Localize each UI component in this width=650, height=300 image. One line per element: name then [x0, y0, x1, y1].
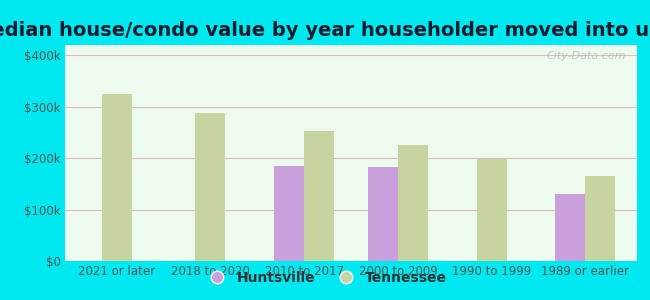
- Bar: [586, 176, 616, 261]
- Bar: [476, 159, 506, 261]
- Bar: [368, 167, 398, 261]
- Legend: Huntsville, Tennessee: Huntsville, Tennessee: [198, 265, 452, 290]
- Bar: [101, 94, 131, 261]
- Text: City-Data.com: City-Data.com: [546, 52, 625, 61]
- Bar: [304, 131, 334, 261]
- Bar: [274, 166, 304, 261]
- Text: Median house/condo value by year householder moved into unit: Median house/condo value by year househo…: [0, 21, 650, 40]
- Bar: [555, 194, 586, 261]
- Bar: [196, 113, 226, 261]
- Bar: [398, 145, 428, 261]
